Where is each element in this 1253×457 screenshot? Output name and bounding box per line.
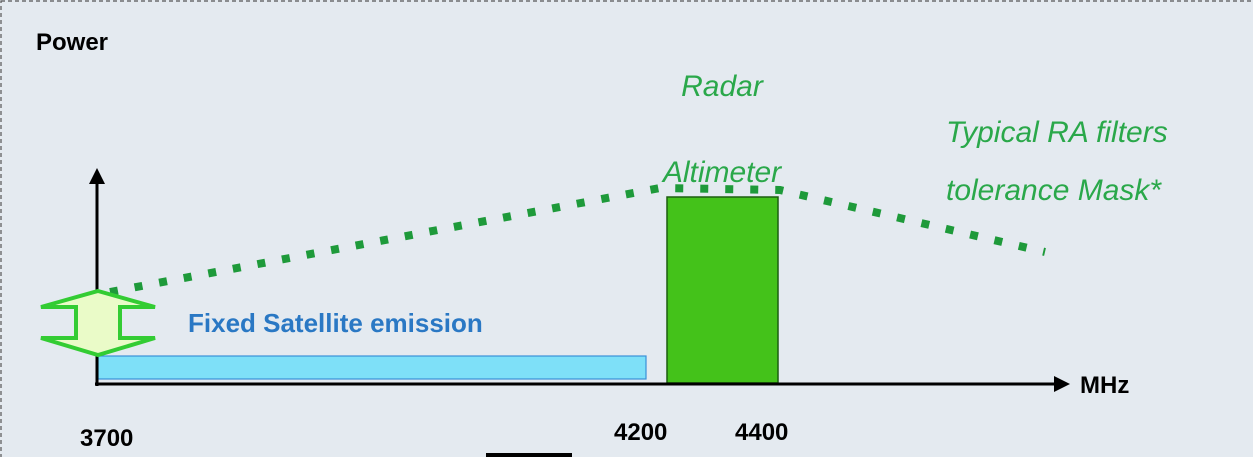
fixed-satellite-band (97, 355, 647, 380)
fixed-satellite-label: Fixed Satellite emission (188, 308, 483, 338)
y-axis-label: Power (36, 29, 108, 56)
tick-label-4400: 4400 (735, 419, 788, 446)
mask-label-line2: tolerance Mask* (946, 174, 1162, 207)
radar-label-line1: Radar (681, 70, 764, 103)
radar-altimeter-block (666, 196, 779, 384)
radar-label-line2: Altimeter (661, 156, 782, 189)
tolerance-mask-curve (109, 183, 1046, 296)
x-axis-label: MHz (1080, 372, 1129, 399)
x-axis-arrowhead-icon (1054, 376, 1070, 392)
bottom-black-bar (486, 453, 572, 457)
tick-label-3700: 3700 (80, 425, 133, 452)
double-arrow-icon (40, 288, 156, 358)
tick-label-4200: 4200 (614, 419, 667, 446)
mask-label-line1: Typical RA filters (946, 116, 1168, 149)
y-axis-arrowhead-icon (89, 168, 105, 184)
